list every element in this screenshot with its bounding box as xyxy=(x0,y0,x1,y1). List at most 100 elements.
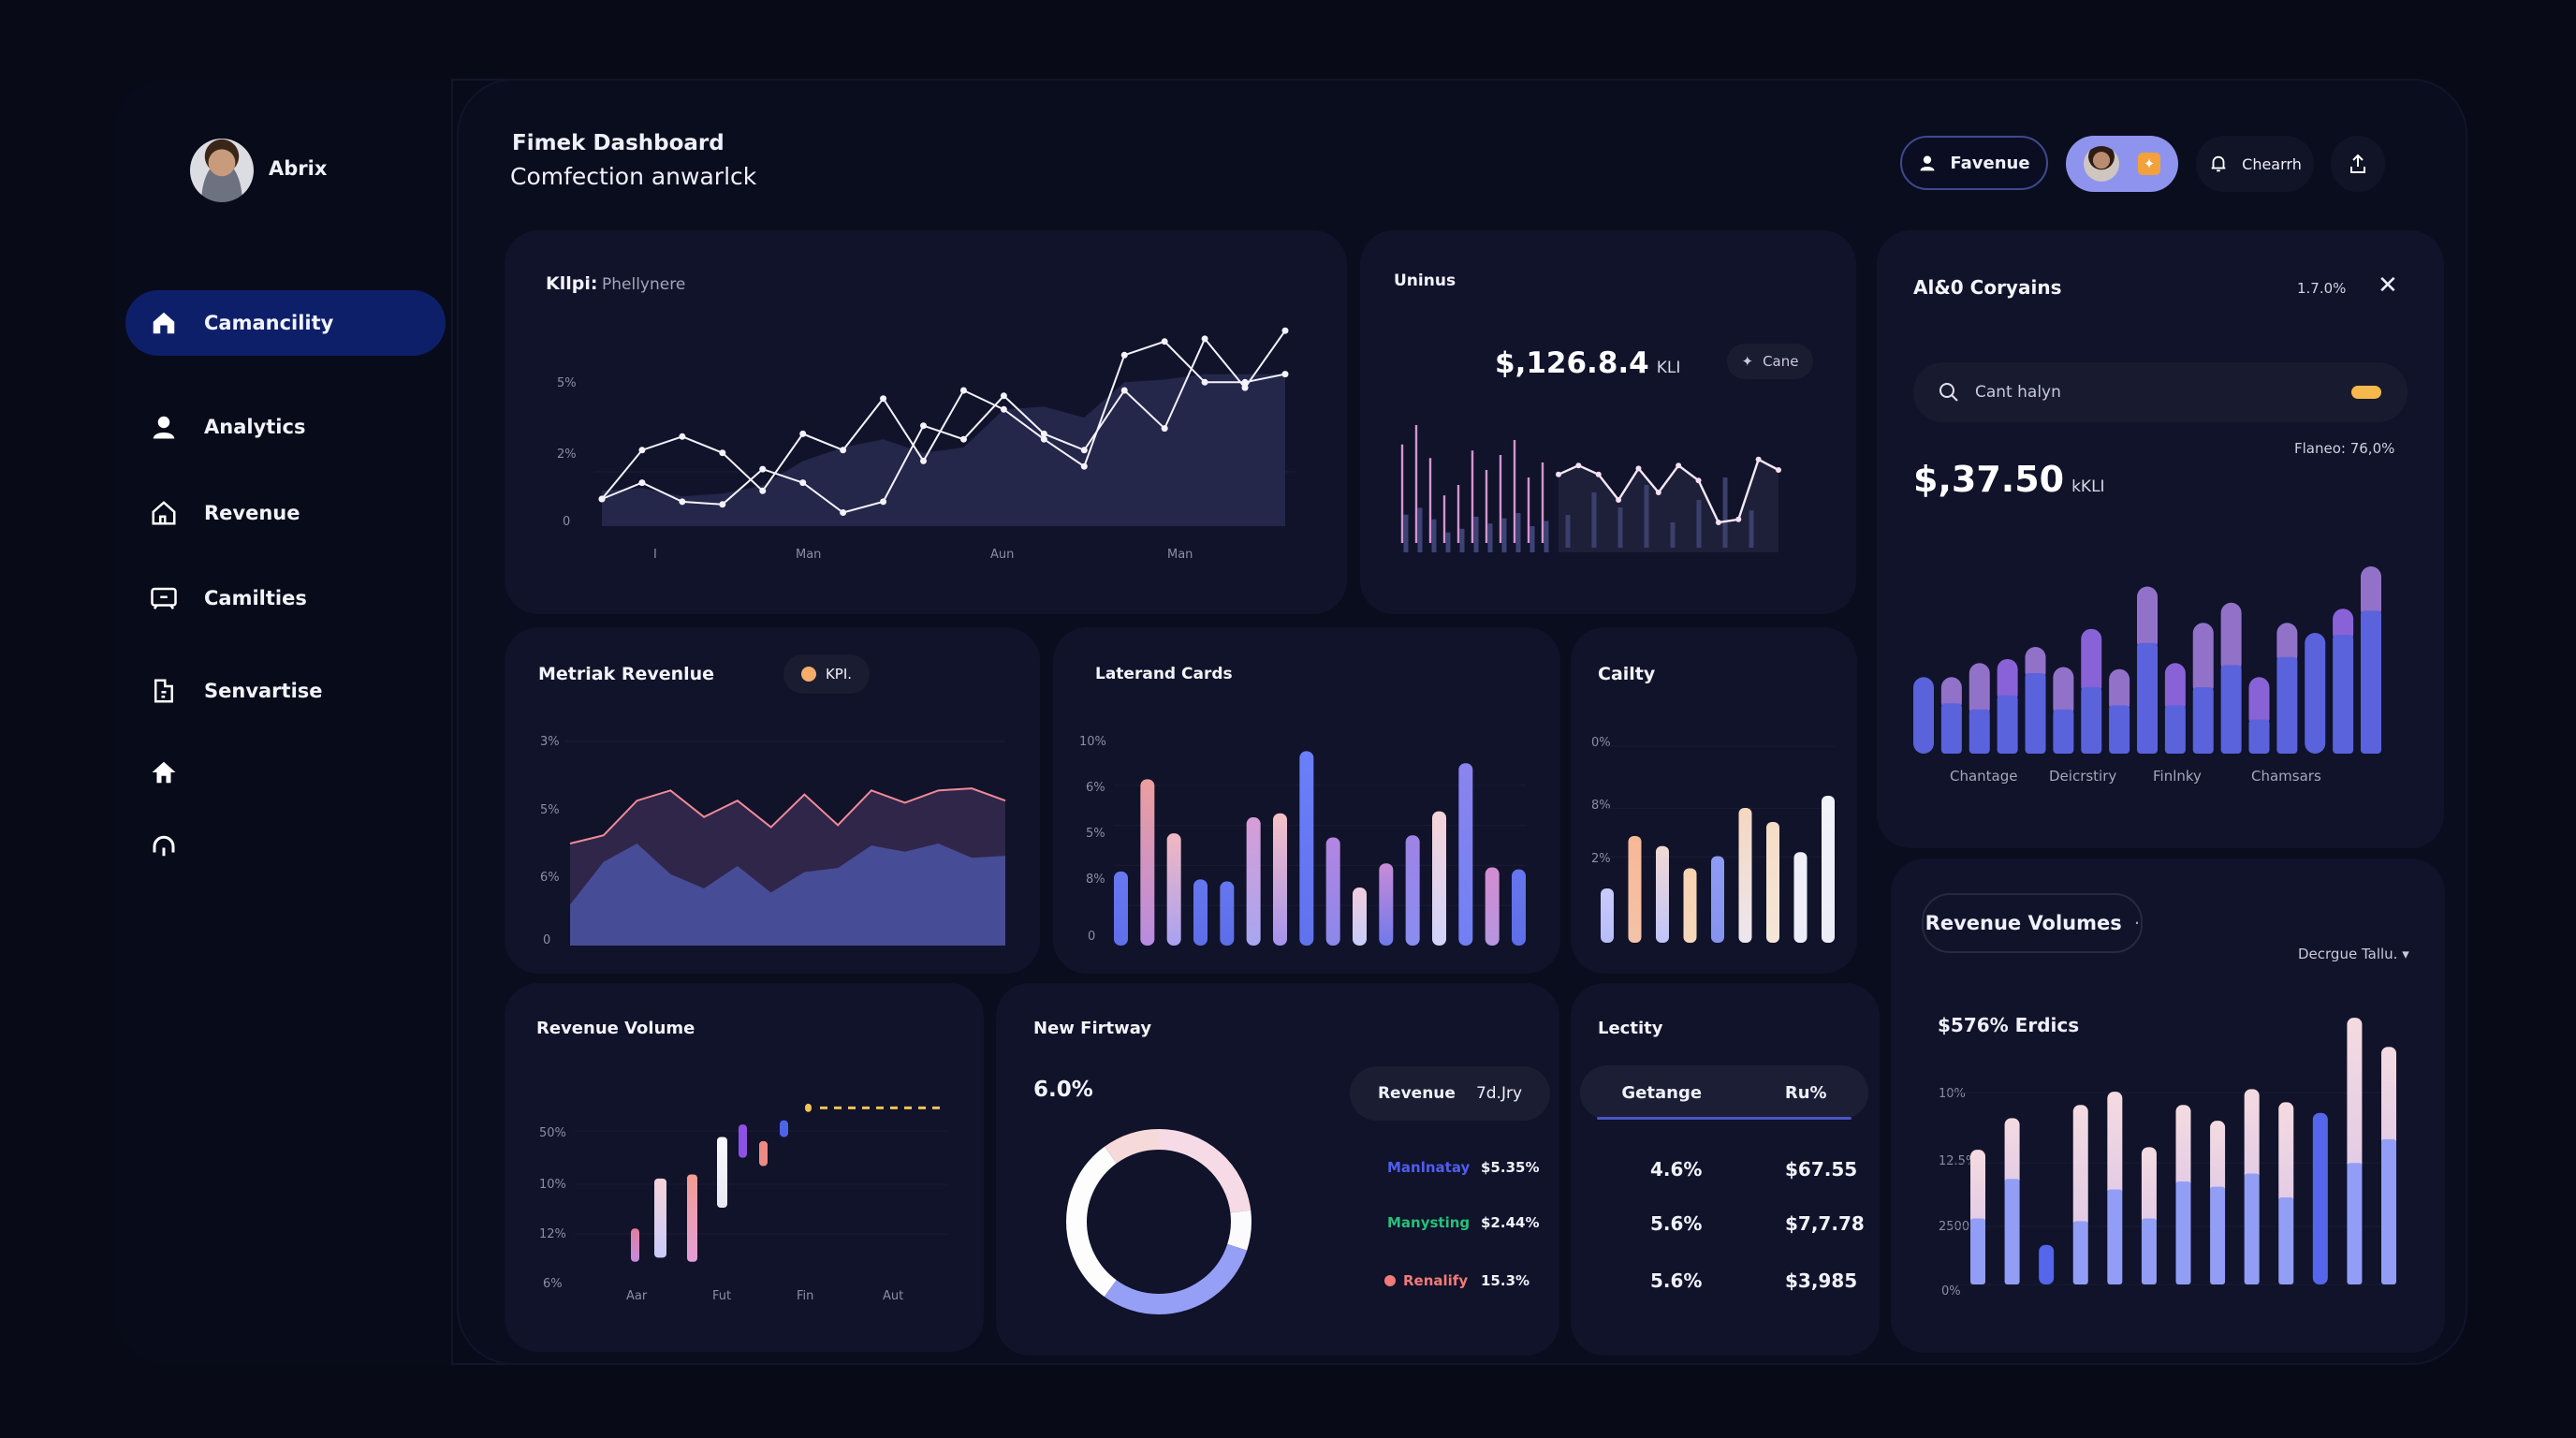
data-point xyxy=(920,457,928,464)
user-icon xyxy=(153,416,175,439)
close-icon[interactable]: ✕ xyxy=(2378,271,2398,300)
y-tick: 10% xyxy=(1079,735,1106,749)
table-cell: 4.6% xyxy=(1650,1158,1703,1181)
bar-segment-top xyxy=(2109,668,2130,715)
data-point xyxy=(759,487,767,494)
revenue-period-pill[interactable]: Revenue 7d.Jry xyxy=(1350,1066,1550,1121)
revenue-pill-value: 7d.Jry xyxy=(1475,1084,1523,1103)
bar xyxy=(1193,879,1208,946)
bar-segment-top xyxy=(2361,566,2381,621)
bar xyxy=(1299,751,1314,946)
column-header[interactable]: Getange xyxy=(1621,1082,1703,1103)
table-cell: 5.6% xyxy=(1650,1269,1703,1292)
column-header[interactable]: Ru% xyxy=(1784,1082,1827,1103)
bar xyxy=(1432,811,1446,946)
bar xyxy=(1628,836,1642,943)
data-point xyxy=(920,422,928,430)
bar-segment-top xyxy=(2141,1147,2157,1226)
kpi-badge[interactable]: KPI. xyxy=(783,654,870,694)
y-tick: 6% xyxy=(543,1277,563,1291)
bar xyxy=(1405,835,1420,946)
upload-button[interactable] xyxy=(2331,136,2385,192)
bar xyxy=(1325,837,1340,946)
data-point xyxy=(840,509,847,516)
bar xyxy=(1822,796,1835,943)
home-alt-icon[interactable] xyxy=(150,758,178,786)
bar-segment-top xyxy=(2107,1092,2123,1197)
y-tick: 8% xyxy=(1086,873,1105,887)
toggle-switch[interactable] xyxy=(2351,386,2381,399)
bar xyxy=(1273,813,1287,946)
table-cell: 5.6% xyxy=(1650,1212,1703,1235)
y-tick: 8% xyxy=(1591,799,1611,813)
bar-segment-base xyxy=(2361,610,2381,754)
right-stacked-chart xyxy=(1913,566,2381,754)
bar-segment-base xyxy=(2039,1244,2055,1284)
bar xyxy=(1485,867,1500,946)
bar xyxy=(1140,779,1155,946)
spark-point xyxy=(1776,467,1781,473)
spark-point xyxy=(1616,497,1622,503)
document-icon xyxy=(154,679,173,703)
sort-filter[interactable]: Decrgue Tallu. ▾ xyxy=(2298,946,2409,962)
range-bar xyxy=(631,1228,639,1262)
bar-segment-base xyxy=(2107,1189,2123,1284)
y-tick: 5% xyxy=(540,803,560,817)
revenue-volumes-dropdown[interactable]: Revenue Volumes · xyxy=(1922,893,2143,953)
bar-segment-top xyxy=(2220,602,2242,675)
spark-point xyxy=(1715,520,1721,525)
bar-segment-top xyxy=(2244,1089,2260,1181)
bar-segment-base xyxy=(2381,1138,2396,1284)
y-tick: 5% xyxy=(557,376,577,390)
right-panel-caption: Flaneo: 76,0% xyxy=(2294,440,2395,457)
x-tick: Fut xyxy=(712,1289,732,1303)
uninus-title: Uninus xyxy=(1394,271,1456,290)
kpi-line-subtitle: Phellynere xyxy=(602,275,686,294)
y-tick: 10% xyxy=(1939,1087,1966,1101)
profile-toggle[interactable]: ✦ xyxy=(2066,136,2178,192)
legend-value: $2.44% xyxy=(1481,1214,1540,1231)
cailty-chart xyxy=(1601,745,1835,943)
cane-badge[interactable]: ✦ Cane xyxy=(1727,344,1813,379)
favenue-button[interactable]: Favenue xyxy=(1900,136,2048,190)
bar xyxy=(1711,856,1724,943)
search-input[interactable]: Cant halyn xyxy=(1913,362,2408,422)
data-point xyxy=(1201,378,1208,386)
laterand-title: Laterand Cards xyxy=(1095,665,1233,683)
bar xyxy=(1246,817,1261,946)
laterand-chart xyxy=(1114,751,1526,946)
bar-segment-top xyxy=(2210,1121,2226,1195)
x-tick: Fin xyxy=(797,1289,814,1303)
new-firtway-title: New Firtway xyxy=(1033,1019,1152,1038)
revenue-volume-title: Revenue Volume xyxy=(536,1019,695,1038)
sidebar-item-camilties[interactable]: Camilties xyxy=(125,565,446,631)
bar xyxy=(1379,863,1394,946)
range-bar xyxy=(739,1124,747,1158)
bar-segment-top xyxy=(1997,658,2018,705)
bar-segment-base xyxy=(2109,705,2130,754)
user-avatar[interactable] xyxy=(190,139,254,202)
data-point xyxy=(1040,430,1047,437)
line-series-series-a xyxy=(601,330,1286,514)
sidebar-item-senvartise[interactable]: Senvartise xyxy=(125,658,446,724)
spark-point xyxy=(1635,465,1642,472)
sidebar-item-analytics[interactable]: Analytics xyxy=(125,394,446,460)
data-point xyxy=(1040,435,1047,443)
sidebar-item-camancility[interactable]: Camancility xyxy=(125,290,446,356)
page-title: Fimek Dashboard xyxy=(512,131,724,155)
bar-segment-top xyxy=(2175,1105,2191,1190)
x-tick: Man xyxy=(796,548,822,562)
bar-segment-top xyxy=(2347,1018,2363,1171)
bar-segment-base xyxy=(2210,1186,2226,1284)
bar-segment-base xyxy=(2333,635,2354,754)
lectity-title: Lectity xyxy=(1598,1019,1663,1038)
chevron-down-icon: ▾ xyxy=(2402,946,2409,962)
metric-area-chart xyxy=(565,741,1006,946)
bar xyxy=(1220,881,1235,946)
bar-segment-base xyxy=(2312,1112,2328,1284)
chearrh-button[interactable]: Chearrh xyxy=(2196,136,2314,192)
headphones-icon[interactable] xyxy=(150,831,178,859)
sidebar-item-revenue[interactable]: Revenue xyxy=(125,480,446,546)
bar xyxy=(1166,833,1181,946)
search-icon xyxy=(1939,383,1958,402)
